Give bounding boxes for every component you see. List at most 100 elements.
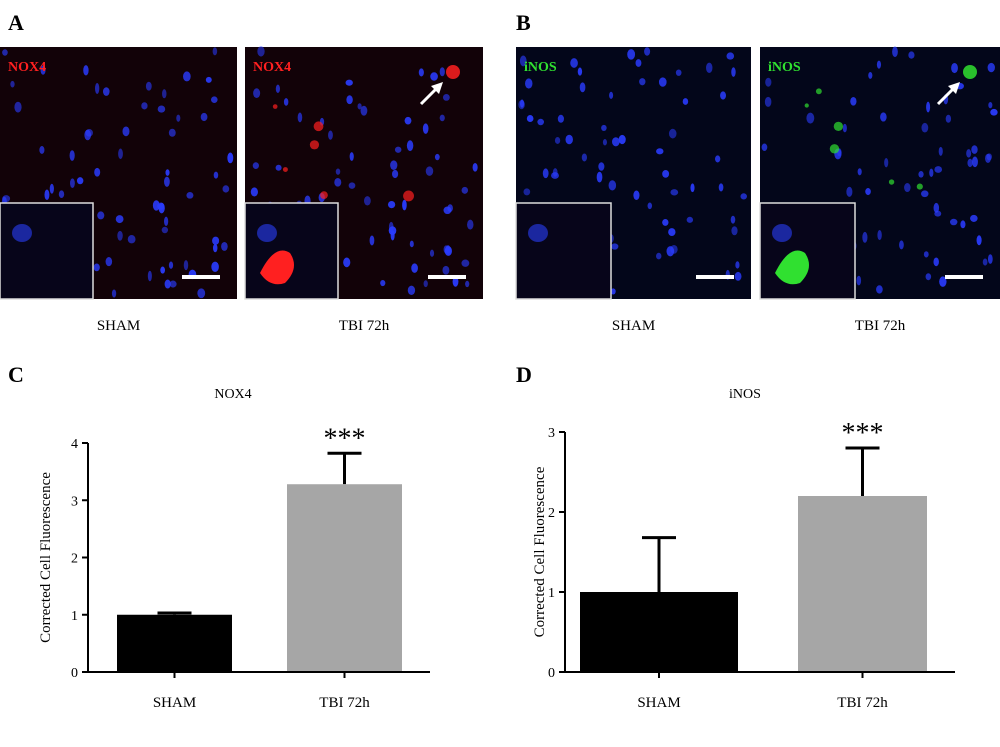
nucleus [577, 67, 583, 76]
nucleus [168, 261, 174, 269]
scale-bar [696, 275, 734, 279]
nucleus [857, 168, 862, 176]
nucleus [186, 192, 194, 199]
x-tick-label: SHAM [637, 695, 680, 711]
nucleus [70, 178, 75, 188]
nucleus [334, 178, 342, 187]
nucleus [726, 52, 735, 60]
nucleus [639, 78, 646, 86]
nucleus [411, 263, 418, 273]
stain-spot [815, 88, 822, 95]
nucleus [921, 122, 929, 133]
nucleus [380, 279, 386, 287]
nucleus [164, 176, 170, 187]
scale-bar [182, 275, 220, 279]
nucleus [164, 279, 171, 289]
inset-nucleus [12, 224, 32, 242]
nucleus [297, 112, 303, 123]
nucleus [976, 235, 982, 246]
nucleus [346, 95, 353, 105]
nucleus [945, 114, 952, 123]
nucleus [387, 200, 396, 209]
nucleus [686, 216, 694, 223]
nucleus [169, 280, 177, 288]
nucleus [960, 220, 966, 229]
nucleus [141, 102, 148, 110]
micrograph: iNOS TBI 72h [759, 46, 1000, 334]
nucleus [423, 280, 428, 288]
nucleus [443, 206, 452, 215]
stain-spot [403, 190, 414, 202]
nucleus [656, 252, 662, 260]
nucleus [111, 289, 117, 298]
panel-label: D [516, 362, 532, 387]
nucleus [939, 276, 947, 287]
y-tick-label: 2 [548, 506, 555, 521]
nucleus [806, 112, 815, 124]
nucleus [740, 193, 747, 200]
nucleus [633, 190, 640, 200]
nucleus [868, 71, 873, 79]
nucleus [252, 162, 259, 169]
nucleus [429, 249, 435, 257]
stain-cell [963, 65, 977, 79]
nucleus [627, 49, 636, 60]
nucleus [467, 219, 474, 230]
panel-label: C [8, 362, 24, 387]
stain-spot [282, 167, 288, 173]
nucleus [929, 168, 934, 177]
nucleus [221, 242, 228, 251]
nucleus [876, 285, 883, 294]
nucleus [519, 99, 525, 108]
nucleus [2, 195, 11, 203]
nucleus [335, 168, 341, 175]
nucleus [537, 118, 545, 126]
nucleus [880, 112, 887, 122]
nucleus [406, 140, 414, 152]
nucleus [933, 257, 939, 267]
nucleus [147, 270, 152, 282]
nucleus [283, 98, 289, 106]
nucleus [666, 246, 675, 257]
nucleus [452, 276, 459, 287]
nucleus [158, 202, 165, 214]
nucleus [227, 152, 234, 164]
bar [798, 496, 927, 672]
nucleus [115, 215, 124, 224]
nucleus [876, 60, 882, 69]
nucleus [618, 134, 626, 145]
nucleus [990, 108, 998, 116]
nucleus [152, 200, 160, 211]
nucleus [765, 77, 772, 87]
stain-label: NOX4 [8, 60, 46, 75]
nucleus [884, 157, 889, 168]
nucleus [731, 226, 738, 236]
stain-spot [804, 103, 809, 108]
nucleus [165, 169, 170, 176]
nucleus [662, 170, 670, 178]
nucleus [714, 155, 721, 163]
nucleus [93, 263, 100, 272]
nucleus [212, 243, 218, 253]
nucleus [2, 49, 8, 56]
nucleus [197, 288, 206, 299]
nucleus [730, 215, 736, 224]
nucleus [422, 123, 429, 134]
nucleus [731, 67, 736, 77]
nucleus [58, 190, 65, 199]
nucleus [418, 68, 424, 77]
nucleus [612, 137, 620, 147]
nucleus [211, 96, 218, 104]
nucleus [554, 136, 561, 144]
image-caption: SHAM [97, 318, 140, 334]
nucleus [425, 166, 434, 176]
nucleus [363, 196, 371, 206]
nucleus [160, 266, 166, 274]
nucleus [647, 202, 653, 210]
bar [287, 484, 402, 672]
nucleus [670, 189, 679, 196]
nucleus [856, 275, 862, 286]
nucleus [442, 94, 450, 101]
nucleus [690, 183, 695, 193]
